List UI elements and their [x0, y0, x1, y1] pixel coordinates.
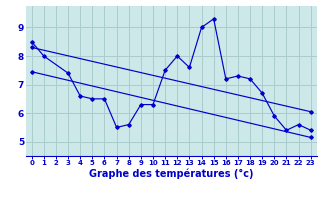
- X-axis label: Graphe des températures (°c): Graphe des températures (°c): [89, 169, 253, 179]
